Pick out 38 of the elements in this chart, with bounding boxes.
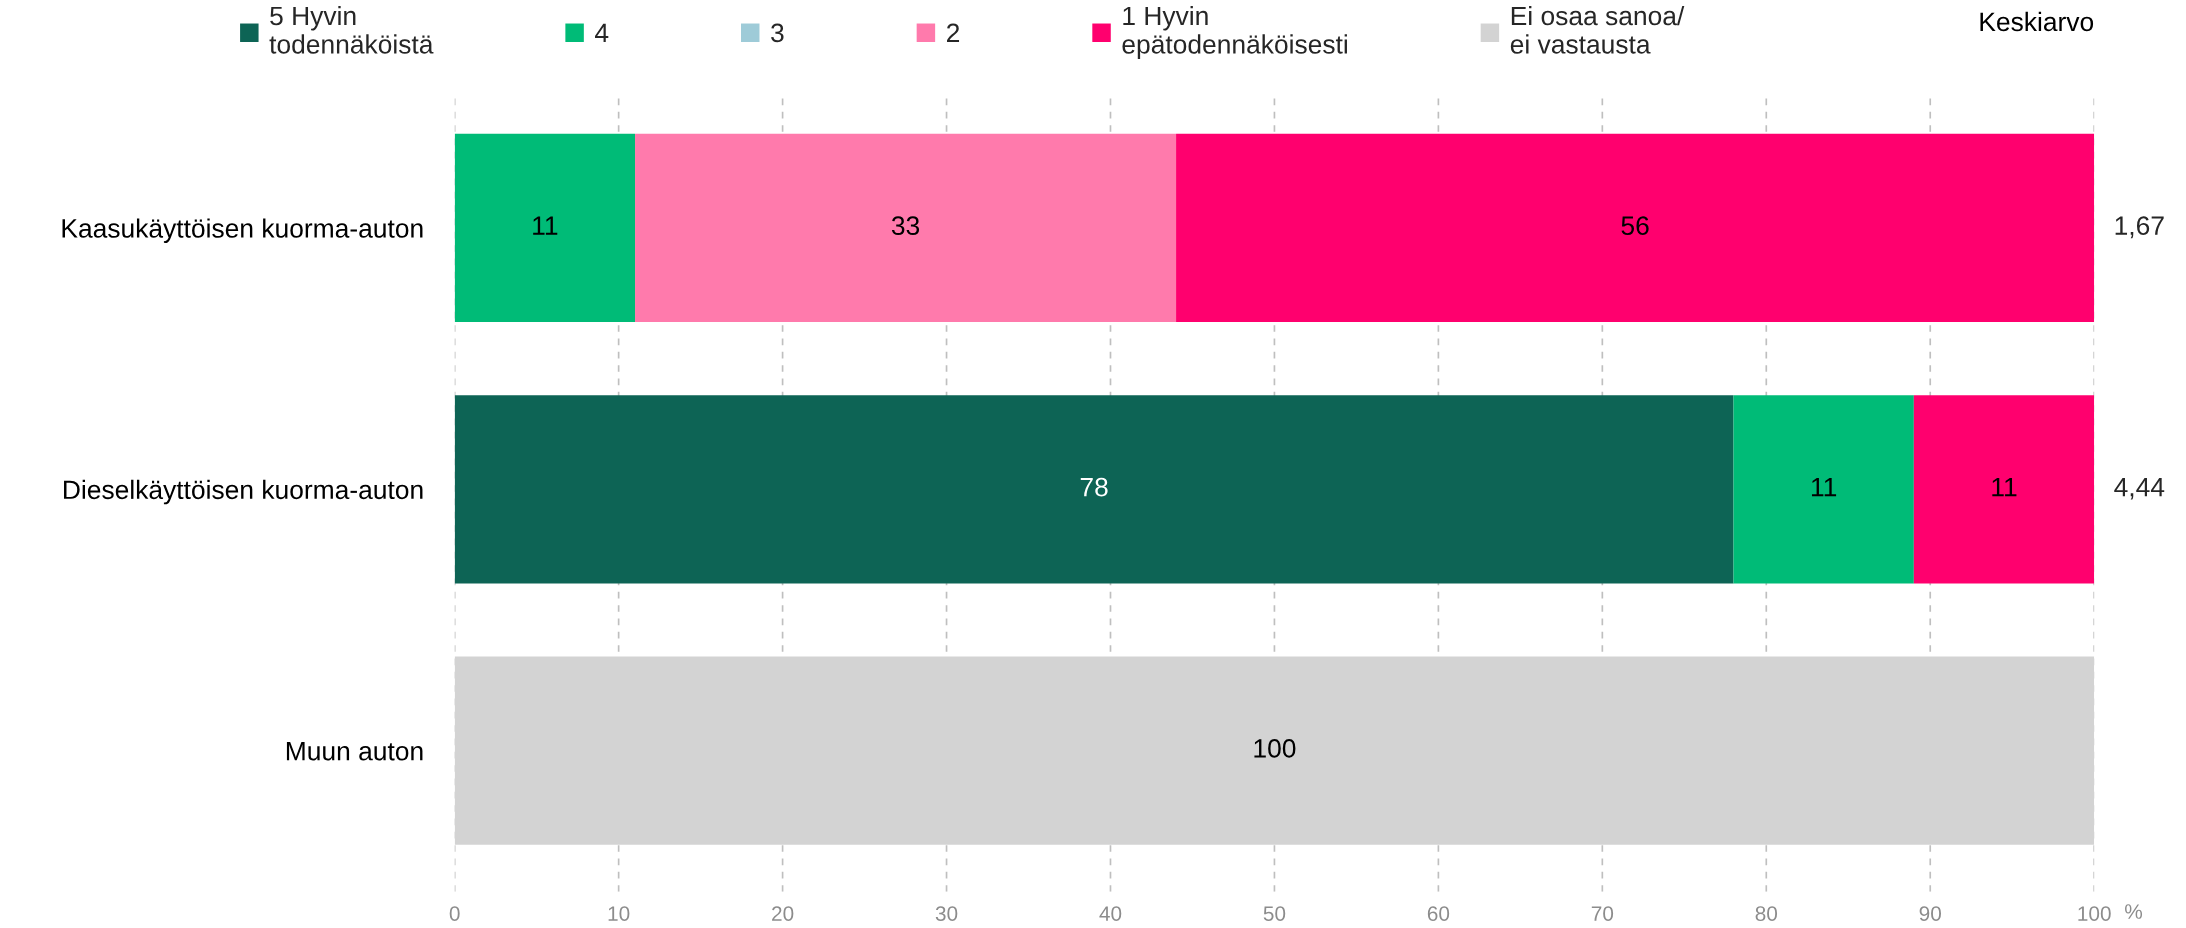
x-tick-label: 10 [608, 906, 630, 921]
legend-label: 2 [947, 23, 960, 42]
x-tick-label: 70 [1591, 906, 1614, 921]
text: 4,44 [2114, 477, 2165, 500]
x-tick-label: 60 [1427, 906, 1450, 921]
bar [1913, 395, 2095, 584]
x-tick-label: 50 [1263, 906, 1286, 921]
data-label: 100 [1254, 739, 1296, 758]
text: Keskiarvo [1980, 11, 2094, 32]
bar [1733, 395, 1914, 584]
legend-label: 4 [595, 23, 609, 42]
bar [1176, 133, 2095, 323]
bar [454, 395, 1734, 584]
bar [454, 656, 2095, 845]
bar [635, 133, 1177, 323]
data-label: 33 [891, 216, 920, 236]
data-label: 11 [533, 216, 558, 235]
text: 1,67 [2115, 216, 2164, 239]
legend-label: 1 Hyvin epätodennäköisesti [1122, 5, 1347, 59]
x-tick-label: 0 [449, 906, 460, 921]
legend-label: 5 Hyvin todennäköistä [269, 5, 434, 54]
data-label: 56 [1621, 216, 1649, 236]
x-tick-label: 20 [772, 906, 794, 921]
data-label: 11 [1811, 477, 1837, 497]
x-tick-label: 100 [2078, 906, 2111, 921]
x-tick-label: 80 [1755, 906, 1778, 921]
x-tick-label: 30 [935, 906, 958, 921]
x-tick-label: 90 [1919, 906, 1942, 921]
legend-label: 3 [771, 23, 784, 43]
data-label: 78 [1080, 477, 1108, 497]
x-axis-title: % [2125, 904, 2143, 919]
data-label: 11 [1992, 477, 2017, 497]
y-tick-label: Muun auton [286, 742, 423, 761]
legend-label: Ei osaa sanoa/ ei vastausta [1510, 5, 1685, 54]
bar [454, 133, 636, 323]
y-tick-label: Kaasukäyttöisen kuorma-auton [62, 218, 423, 243]
y-tick-label: Dieselkäyttöisen kuorma-auton [64, 479, 423, 505]
x-tick-label: 40 [1099, 906, 1122, 921]
